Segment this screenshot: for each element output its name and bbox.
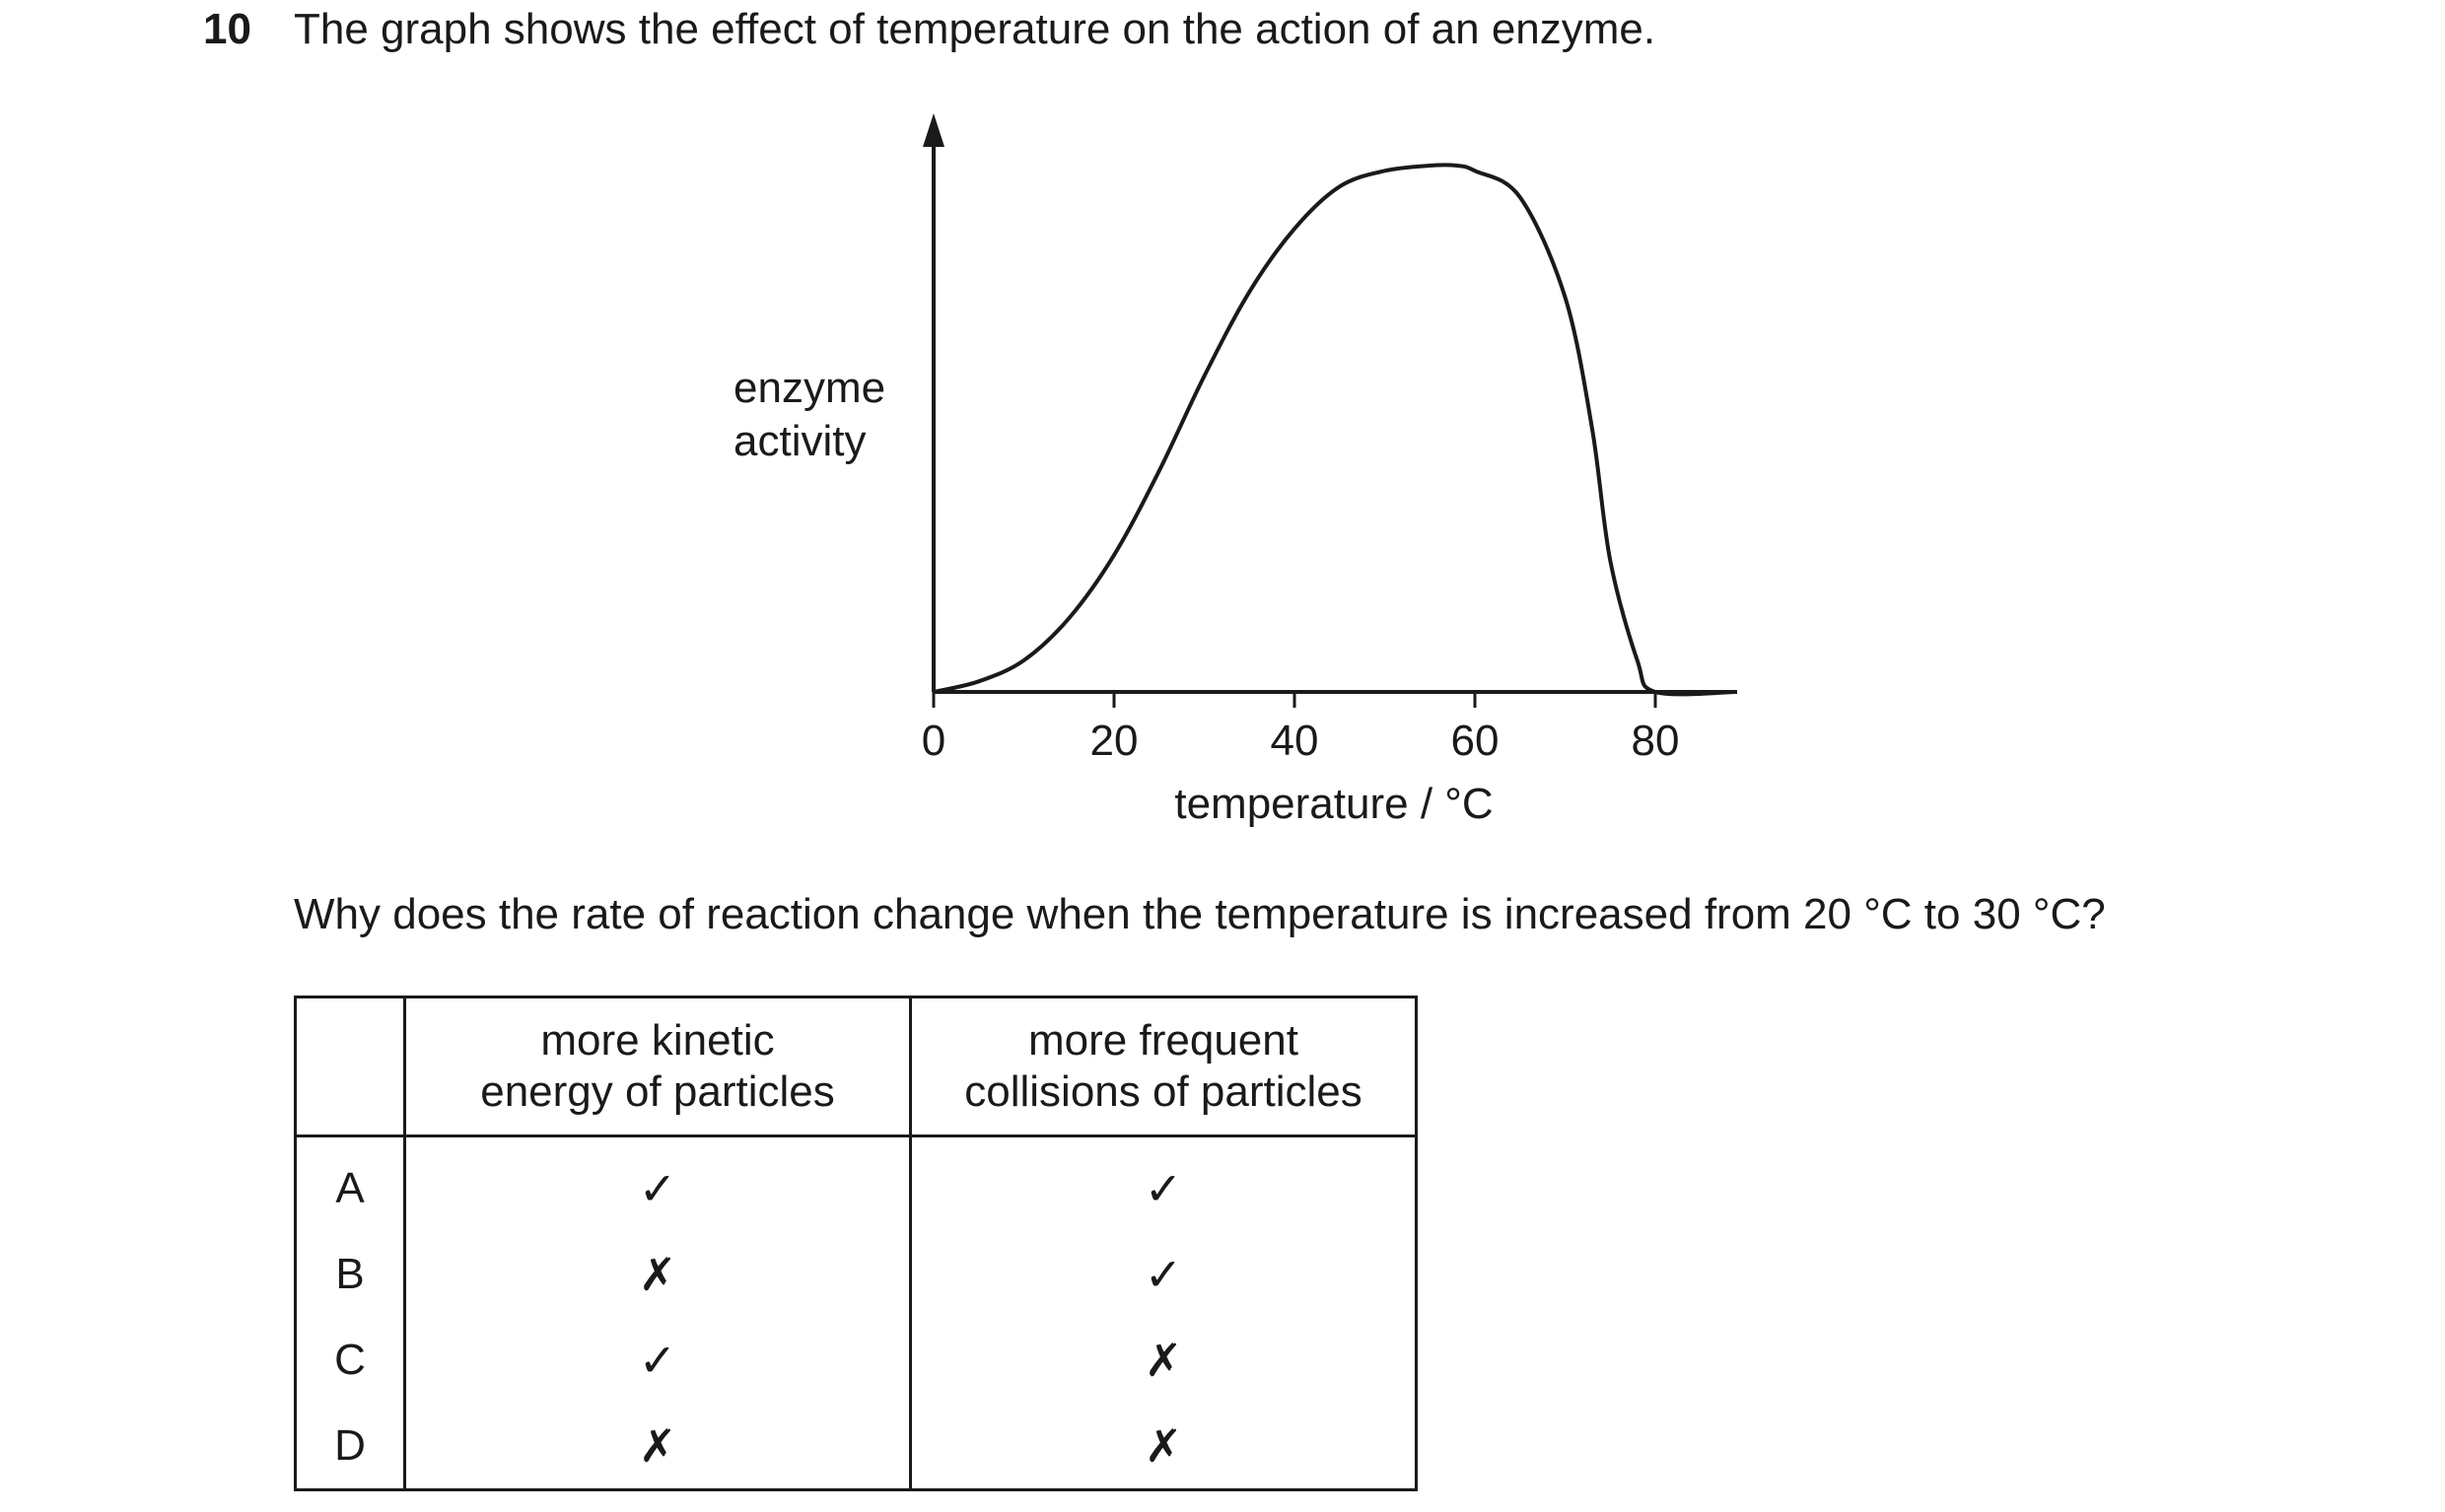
x-axis-title: temperature / °C	[1174, 780, 1493, 828]
answer-table-corner-cell	[294, 996, 406, 1137]
option-row-a[interactable]: A ✓ ✓	[294, 1135, 1418, 1231]
header-kinetic-line-2: energy of particles	[480, 1067, 835, 1116]
question-prompt: Why does the rate of reaction change whe…	[294, 890, 2106, 938]
question-stem: The graph shows the effect of temperatur…	[294, 5, 1656, 53]
x-tick-label: 0	[922, 717, 945, 765]
option-row-c[interactable]: C ✓ ✗	[294, 1317, 1418, 1403]
option-letter[interactable]: B	[294, 1231, 406, 1317]
option-letter[interactable]: D	[294, 1403, 406, 1491]
enzyme-activity-curve	[933, 163, 1737, 697]
option-row-d[interactable]: D ✗ ✗	[294, 1403, 1418, 1491]
collisions-mark: ✓	[909, 1231, 1418, 1317]
collisions-mark: ✓	[909, 1135, 1418, 1231]
header-kinetic-line-1: more kinetic	[540, 1016, 775, 1065]
option-letter[interactable]: C	[294, 1317, 406, 1403]
option-row-b[interactable]: B ✗ ✓	[294, 1231, 1418, 1317]
option-letter[interactable]: A	[294, 1135, 406, 1231]
header-kinetic-energy: more kinetic energy of particles	[403, 996, 912, 1137]
collisions-mark: ✗	[909, 1317, 1418, 1403]
x-tick-label: 80	[1632, 717, 1680, 765]
answer-table-header-row: more kinetic energy of particles more fr…	[294, 996, 1418, 1137]
kinetic-mark: ✓	[403, 1317, 912, 1403]
kinetic-mark: ✗	[403, 1231, 912, 1317]
y-axis-title-line: enzyme	[734, 364, 885, 412]
x-tick-label: 60	[1451, 717, 1500, 765]
y-axis-title-line: activity	[734, 417, 866, 465]
x-tick-label: 40	[1271, 717, 1319, 765]
collisions-mark: ✗	[909, 1403, 1418, 1491]
answer-table: more kinetic energy of particles more fr…	[294, 996, 1418, 1491]
header-collisions-line-2: collisions of particles	[964, 1067, 1362, 1116]
header-collisions-line-1: more frequent	[1028, 1016, 1298, 1065]
y-axis-arrowhead	[923, 113, 944, 147]
enzyme-activity-chart: 0 20 40 60 80 temperature / °C enzyme activity	[734, 113, 1737, 828]
kinetic-mark: ✓	[403, 1135, 912, 1231]
x-tick-label: 20	[1090, 717, 1139, 765]
kinetic-mark: ✗	[403, 1403, 912, 1491]
question-number: 10	[203, 5, 251, 53]
header-frequent-collisions: more frequent collisions of particles	[909, 996, 1418, 1137]
